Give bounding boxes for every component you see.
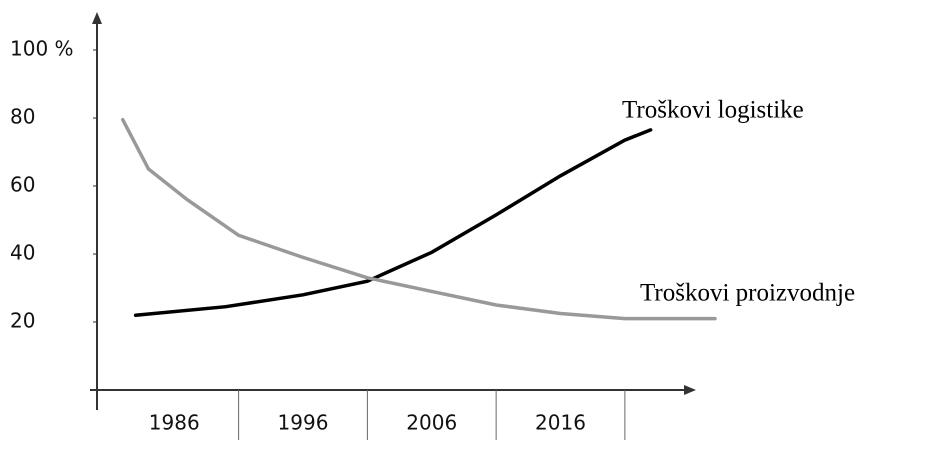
x-tick-label: 1996 bbox=[278, 411, 329, 435]
line bbox=[121, 117, 717, 321]
x-tick-label: 2016 bbox=[535, 411, 586, 435]
y-tick-label: 20 bbox=[10, 309, 35, 333]
y-tick-label: 60 bbox=[10, 173, 35, 197]
x-axis-arrow bbox=[684, 385, 696, 395]
x-tick-label: 2006 bbox=[406, 411, 457, 435]
series-label: Troškovi proizvodnje bbox=[640, 280, 855, 307]
line bbox=[133, 128, 653, 317]
y-tick-label: 100 % bbox=[10, 37, 74, 61]
x-tick-label: 1986 bbox=[149, 411, 200, 435]
y-axis-arrow bbox=[92, 12, 102, 24]
y-tick-label: 80 bbox=[10, 105, 35, 129]
series-label: Troškovi logistike bbox=[622, 97, 804, 124]
y-tick-label: 40 bbox=[10, 241, 35, 265]
